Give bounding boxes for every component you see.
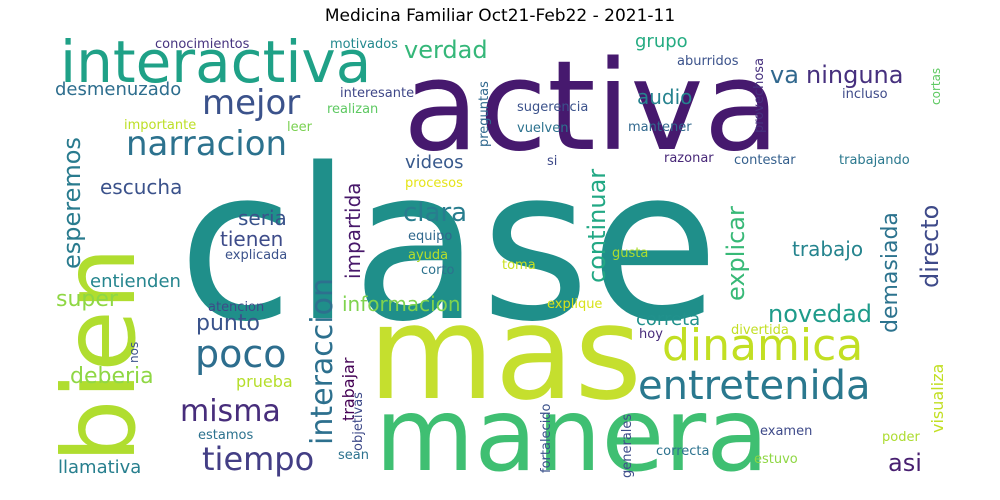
word-novedad: novedad (768, 300, 873, 328)
word-poder: poder (882, 430, 920, 445)
word-misma: misma (180, 394, 281, 429)
word-si: si (547, 154, 558, 169)
word-deberia: deberia (70, 364, 154, 389)
word-nos: nos (127, 341, 141, 363)
word-interactiva: interactiva (60, 33, 372, 96)
word-verdad: verdad (404, 36, 488, 64)
word-dinamica: dinamica (662, 320, 864, 371)
word-tiempo: tiempo (202, 440, 315, 478)
word-estuvo: estuvo (754, 452, 798, 467)
word-clara: clara (403, 198, 468, 228)
word-mas: mas (368, 277, 643, 429)
word-prueba: prueba (236, 372, 293, 391)
word-importante: importante (124, 118, 197, 133)
word-explicar: explicar (722, 206, 750, 301)
word-leer: leer (287, 120, 312, 135)
word-gusta: gusta (612, 246, 649, 261)
word-clase: clase (178, 123, 720, 368)
word-manera: manera (375, 376, 769, 484)
word-explique: explique (547, 297, 603, 312)
word-examen: examen (760, 424, 813, 439)
word-interaccion: interaccion (305, 278, 340, 445)
word-impartida: impartida (341, 182, 365, 279)
word-activa: activa (403, 35, 780, 179)
word-llamativa: llamativa (58, 457, 142, 478)
word-videos: videos (405, 152, 464, 173)
word-incluso: incluso (842, 87, 888, 102)
word-asi: asi (888, 449, 922, 477)
word-interesante: interesante (340, 86, 415, 101)
word-estamos: estamos (198, 428, 254, 443)
word-continuar: continuar (583, 168, 611, 283)
word-entretenida: entretenida (638, 363, 871, 409)
word-audio: audio (637, 85, 693, 109)
word-mejor: mejor (202, 83, 301, 123)
word-sugerencia: sugerencia (517, 100, 589, 115)
word-generales: generales (620, 413, 635, 478)
word-cloud: clase activa mas manera bien interactiva… (50, 33, 950, 483)
word-trabajando: trabajando (839, 153, 910, 168)
word-seria: seria (238, 206, 287, 230)
word-atencion: atencion (208, 300, 265, 315)
word-corto: corto (421, 263, 455, 278)
word-punto: punto (196, 311, 260, 336)
word-ayuda: ayuda (408, 248, 449, 263)
word-desmenuzado: desmenuzado (55, 79, 182, 100)
word-divertida: divertida (731, 323, 789, 338)
word-procesos: procesos (405, 176, 463, 191)
word-vuelven: vuelven (517, 121, 569, 136)
word-directo: directo (916, 204, 944, 288)
word-sean: sean (338, 448, 369, 463)
word-correcta: correcta (656, 444, 710, 459)
word-conocimientos: conocimientos (155, 37, 250, 52)
page-title: Medicina Familiar Oct21-Feb22 - 2021-11 (324, 6, 676, 26)
word-equipo: equipo (408, 229, 453, 244)
word-tienen: tienen (220, 227, 284, 251)
word-provechosa: provechosa (752, 57, 767, 133)
word-contestar: contestar (734, 153, 796, 168)
word-mantener: mantener (628, 120, 692, 135)
word-aburridos: aburridos (677, 54, 739, 69)
word-va: va (770, 61, 799, 89)
word-fortalecido: fortalecido (539, 403, 554, 473)
word-informacion: informacion (342, 292, 461, 316)
word-grupo: grupo (635, 33, 688, 52)
word-demasiada: demasiada (878, 212, 903, 333)
word-trabajo: trabajo (792, 237, 864, 261)
word-toma: toma (502, 258, 536, 273)
word-visualiza: visualiza (928, 363, 947, 433)
word-objetivas: objetivas (351, 392, 366, 451)
word-explicada: explicada (225, 248, 288, 263)
word-super: super (56, 287, 118, 312)
word-narracion: narracion (126, 124, 288, 164)
word-entienden: entienden (90, 271, 181, 292)
word-ninguna: ninguna (806, 61, 904, 89)
word-correta: correta (636, 309, 701, 330)
word-realizan: realizan (327, 102, 379, 117)
word-razonar: razonar (664, 151, 714, 166)
word-preguntas: preguntas (477, 81, 492, 147)
word-motivados: motivados (330, 37, 398, 52)
word-poco: poco (195, 332, 287, 376)
word-hoy: hoy (639, 327, 663, 342)
word-cortas: cortas (929, 67, 943, 105)
word-escucha: escucha (100, 175, 183, 199)
word-esperemos: esperemos (58, 137, 86, 269)
